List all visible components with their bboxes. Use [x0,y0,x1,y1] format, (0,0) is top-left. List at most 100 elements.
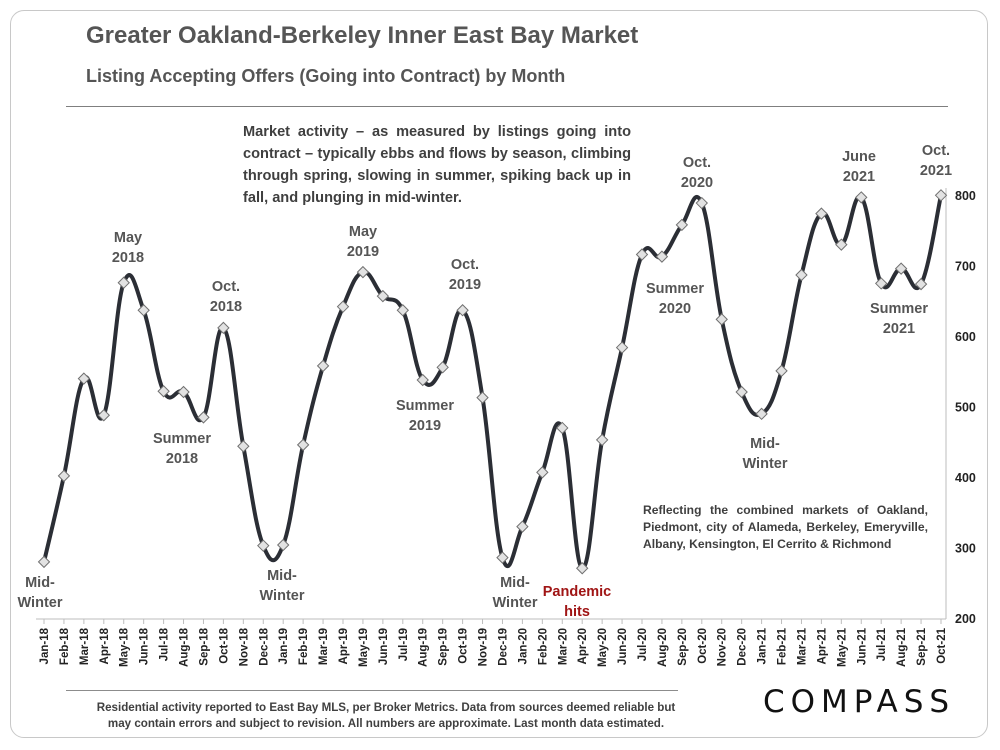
annotation-line: 2020 [659,301,691,317]
x-tick-label: Jul-21 [876,627,888,661]
y-tick-label: 400 [955,471,976,485]
data-point-jan-21 [755,407,768,421]
annotation-oct-2020: Oct. 2020 [681,155,713,191]
data-point-may-20 [595,433,609,447]
annotation-mid--winter: Mid- Winter [18,575,63,611]
annotation-june-2021: June 2021 [842,149,876,185]
x-tick-label: Sep-18 [198,627,210,665]
data-point-dec-20 [735,385,748,399]
x-tick-label: Mar-18 [79,627,91,665]
chart-annotations: Mid- Winter May 2018 Summer 2018 Oct. 2018 Mid- W… [18,143,953,620]
annotation-pandemic-hits: Pandemic hits [543,584,612,620]
annotation-line: May [349,224,377,240]
annotation-line: Summer [870,301,928,317]
data-point-mar-19 [316,359,330,373]
data-point-jul-20 [635,248,649,261]
x-tick-label: Feb-18 [59,627,71,665]
annotation-summer-2019: Summer 2019 [396,398,454,434]
annotation-line: Mid- [500,575,530,591]
annotation-oct-2019: Oct. 2019 [449,257,481,293]
annotation-mid--winter: Mid- Winter [260,568,305,604]
annotation-line: 2020 [681,175,713,191]
data-point-mar-21 [795,268,808,282]
annotation-line: 2018 [112,250,144,266]
data-point-jul-19 [396,304,410,317]
data-point-may-19 [356,265,370,279]
data-point-aug-19 [416,373,429,387]
data-point-jan-18 [37,555,51,569]
x-tick-label: Jun-21 [856,627,868,665]
y-tick-label: 600 [955,330,976,344]
data-point-sep-19 [436,361,449,374]
data-point-oct-20 [695,196,709,210]
x-tick-label: Sep-21 [916,627,928,665]
annotation-oct-2021: Oct. 2021 [920,143,952,179]
data-point-jun-21 [855,191,868,204]
data-point-feb-19 [296,438,310,452]
x-tick-label: Sep-20 [677,628,689,666]
annotation-line: 2021 [883,321,915,337]
chart-markers [37,189,948,575]
footnote-line-1: Residential activity reported to East Ba… [96,701,676,714]
data-point-sep-21 [914,277,928,291]
data-point-nov-18 [237,440,250,453]
annotation-line: 2019 [347,244,379,260]
compass-logo: COMPASS [763,684,956,720]
data-point-jun-18 [137,304,150,317]
data-point-aug-20 [655,250,669,263]
data-point-apr-20 [575,562,589,575]
x-tick-label: Aug-18 [179,627,191,667]
x-tick-label: Jun-19 [378,628,390,665]
annotation-line: Summer [646,281,704,297]
y-tick-label: 800 [955,189,976,203]
x-tick-label: Apr-19 [338,628,350,664]
x-tick-label: Oct-20 [697,628,709,664]
x-tick-label: Feb-21 [777,627,789,665]
annotation-line: Winter [18,595,63,611]
annotation-line: Mid- [750,436,780,452]
data-point-oct-19 [456,304,469,317]
description-text: Market activity – as measured by listing… [243,124,631,206]
annotation-line: 2019 [449,277,481,293]
annotation-line: June [842,149,876,165]
x-tick-label: Apr-20 [577,628,589,664]
data-point-feb-20 [536,466,549,479]
combined-markets-note: Reflecting the combined markets of Oakla… [643,503,928,551]
annotation-line: Summer [396,398,454,414]
annotation-may-2018: May 2018 [112,230,144,266]
annotation-line: Winter [743,456,788,472]
data-point-may-18 [117,276,130,289]
x-tick-label: Oct-18 [218,627,230,663]
x-tick-label: Jan-18 [39,627,51,664]
x-tick-label: Feb-19 [298,628,310,665]
y-tick-label: 300 [955,542,976,556]
data-point-sep-18 [197,411,210,424]
annotation-line: Oct. [922,143,950,159]
data-point-may-21 [835,238,848,251]
data-point-dec-19 [496,551,509,564]
annotation-line: Summer [153,431,211,447]
x-tick-label: Dec-18 [258,627,270,665]
data-point-jan-19 [276,538,290,552]
annotation-summer-2020: Summer 2020 [646,281,704,317]
annotation-summer-2021: Summer 2021 [870,301,928,337]
x-tick-label: Apr-21 [816,627,828,664]
data-point-oct-18 [217,321,230,335]
x-tick-label: Jan-19 [278,628,290,664]
data-point-feb-18 [57,469,71,483]
annotation-line: 2019 [409,418,441,434]
footnote-line-2: may contain errors and subject to revisi… [107,717,665,730]
annotation-line: Winter [493,595,538,611]
annotation-line: 2021 [843,169,875,185]
data-point-jun-20 [615,341,629,354]
data-point-mar-20 [556,421,569,435]
annotation-may-2019: May 2019 [347,224,379,260]
data-point-jul-18 [157,385,170,398]
annotation-line: Oct. [212,279,240,295]
data-point-jan-20 [516,520,529,533]
annotation-mid--winter: Mid- Winter [493,575,538,611]
annotation-line: May [114,230,142,246]
x-tick-label: Dec-19 [497,628,509,666]
annotation-summer-2018: Summer 2018 [153,431,211,467]
